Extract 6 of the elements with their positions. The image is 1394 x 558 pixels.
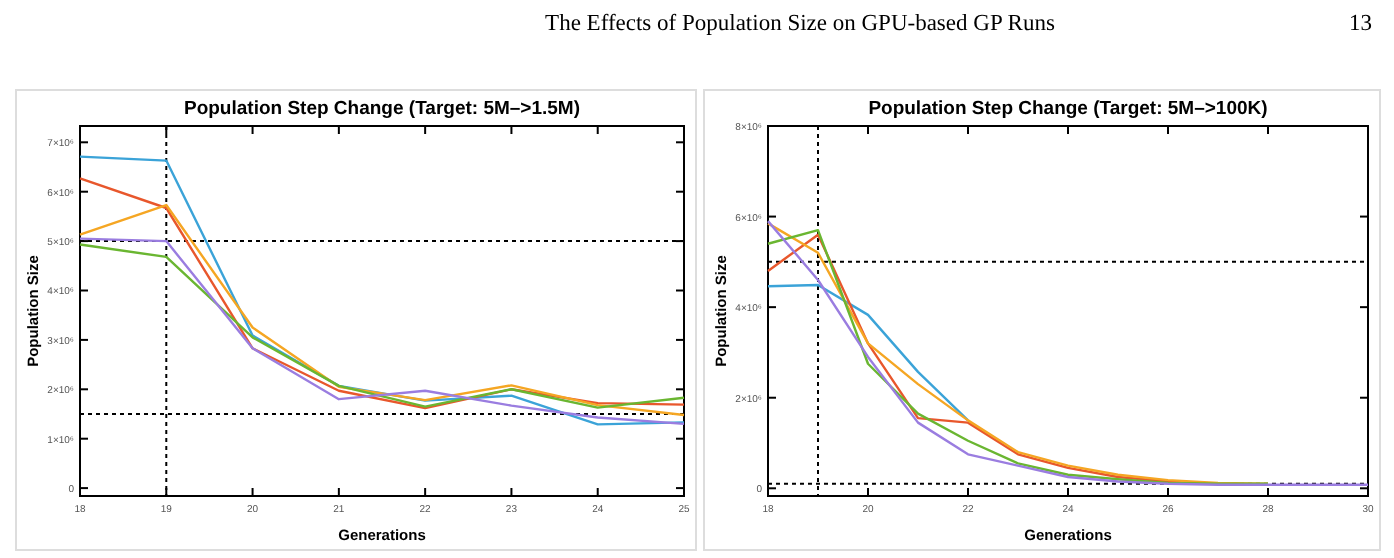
text: The Effects of Population Size on GPU-based GP Runs [545, 12, 1056, 36]
chart-title: Population Step Change (Target: 5M–>100K) [868, 98, 1268, 120]
chart-title: Population Step Change (Target: 5M–>1.5M) [183, 98, 581, 120]
line-series [766, 219, 1370, 486]
line-series [766, 283, 970, 422]
text: 13 [1349, 12, 1373, 36]
